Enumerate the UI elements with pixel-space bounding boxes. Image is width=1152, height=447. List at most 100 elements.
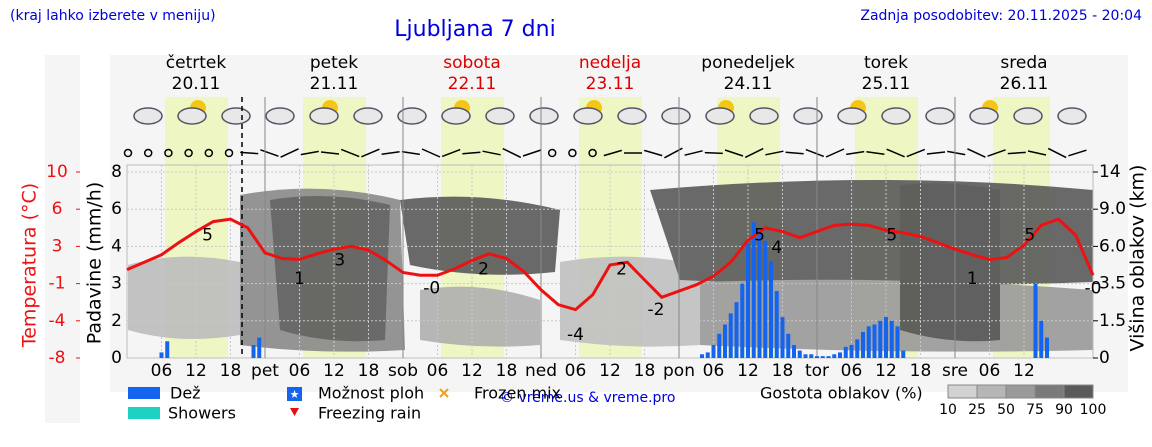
rain-bar (809, 354, 814, 358)
wind-barb (805, 148, 825, 158)
temp-tick-label: -8 (49, 348, 66, 368)
day-date: 20.11 (172, 74, 221, 94)
cloud-legend-tick: 25 (968, 402, 986, 418)
wind-barb (421, 148, 441, 158)
day-name: sreda (1000, 53, 1047, 73)
cloud-icon (177, 107, 207, 125)
rain-bar (797, 350, 802, 358)
x-tick-label: 12 (461, 361, 483, 381)
rain-bar (889, 320, 894, 358)
rain-bar (734, 302, 739, 358)
cloud-legend-box (947, 384, 978, 399)
x-tick-label: 12 (737, 361, 759, 381)
cloud-icon (661, 107, 691, 125)
y2-tick-label: 6.0 (1099, 236, 1126, 256)
x-tick-label: pon (663, 361, 695, 381)
temperature-label: -2 (648, 300, 665, 320)
x-tick-label: ned (525, 361, 557, 381)
day-date: 21.11 (310, 74, 359, 94)
temp-axis-title: Temperatura (°C) (19, 183, 41, 348)
calm-wind (143, 148, 153, 158)
rain-bar (159, 352, 164, 358)
rain-bar (861, 331, 865, 358)
credit: © vreme.us & vreme.pro (500, 390, 675, 406)
wind-barb (381, 151, 400, 155)
day-date: 23.11 (586, 74, 635, 94)
calm-wind (547, 148, 557, 158)
rain-bar (717, 333, 722, 358)
x-tick-label: sob (388, 361, 418, 381)
calm-wind (568, 148, 577, 158)
x-tick-label: 06 (979, 361, 1001, 381)
x-tick-label: 06 (565, 361, 587, 381)
cloud-icon (749, 107, 779, 125)
cloud-icon (265, 107, 295, 125)
wind-barb (643, 149, 663, 157)
wind-barb (1027, 150, 1047, 156)
cloud-icon (881, 107, 911, 125)
legend-swatch (128, 387, 160, 399)
rain-bar (746, 242, 750, 358)
wind-barbs (123, 147, 1087, 159)
wind-barb (967, 148, 986, 158)
x-tick-label: pet (251, 361, 279, 381)
rain-bar (763, 240, 768, 358)
temp-tick-label: 10 (46, 162, 68, 182)
rain-bar (700, 354, 704, 358)
rain-bar (820, 356, 825, 358)
y2-tick-label: 1.5 (1099, 311, 1126, 331)
temperature-label: 1 (294, 269, 305, 289)
temp-tick-label: 3 (52, 236, 63, 256)
wind-barb (744, 147, 764, 159)
temperature-label: 1 (967, 269, 978, 289)
wind-barb (603, 149, 623, 157)
rain-bar (901, 350, 906, 358)
rain-bar (866, 326, 871, 358)
cloud-icon (1013, 107, 1043, 125)
weather-icons (133, 100, 1087, 125)
cloud-legend-tick: 75 (1026, 402, 1044, 418)
rain-bar (780, 317, 785, 358)
x-tick-label: 12 (599, 361, 621, 381)
rain-bar (705, 352, 710, 358)
cloud-legend-tick: 100 (1080, 402, 1107, 418)
rain-bar (838, 352, 842, 358)
cloud-icon (837, 107, 867, 125)
note: (kraj lahko izberete v meniju) (10, 8, 216, 24)
update-time: Zadnja posodobitev: 20.11.2025 - 20:04 (860, 8, 1142, 24)
rain-bar (728, 313, 733, 358)
rain-bar (740, 283, 745, 358)
legend-marker (290, 408, 299, 416)
x-tick-label: 18 (220, 361, 242, 381)
rain-bar (723, 324, 727, 358)
temperature-label: 2 (616, 260, 627, 280)
day-date: 22.11 (448, 74, 497, 94)
calm-wind (224, 148, 234, 158)
cloud-icon (221, 107, 251, 125)
cloud-legend-box (976, 384, 1007, 399)
cloud-icon (397, 107, 427, 125)
x-tick-label: 12 (323, 361, 345, 381)
rain-bar (843, 346, 848, 358)
rain-bar (1039, 320, 1044, 358)
rain-bar (803, 354, 808, 358)
cloud-legend-box (1005, 384, 1036, 399)
temperature-label: -0 (1085, 278, 1102, 298)
x-tick-label: 18 (496, 361, 518, 381)
rain-bar (849, 344, 854, 358)
x-tick-label: 06 (841, 361, 863, 381)
wind-barb (906, 148, 926, 158)
wind-barb (987, 149, 1006, 157)
wind-barb (866, 151, 885, 155)
y2-tick-label: 9.0 (1099, 199, 1126, 219)
calm-wind (123, 148, 133, 158)
rain-bar (165, 341, 170, 358)
rain-bar (815, 356, 819, 358)
wind-barb (1047, 147, 1067, 159)
day-date: 26.11 (1000, 74, 1049, 94)
wind-barb (401, 150, 420, 156)
rain-bar (757, 227, 762, 358)
temp-axis-panel (45, 55, 80, 423)
wind-barb (724, 149, 744, 157)
